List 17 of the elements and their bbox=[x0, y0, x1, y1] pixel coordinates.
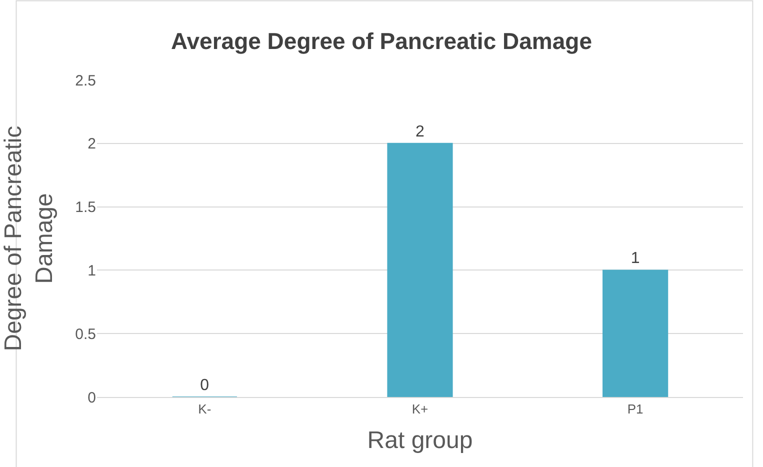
y-tick-label: 2.5 bbox=[75, 72, 96, 90]
y-axis-title: Degree of Pancreatic Damage bbox=[0, 126, 58, 352]
y-tick-label: 1 bbox=[88, 262, 96, 280]
data-label: 1 bbox=[630, 250, 640, 268]
x-axis-title: Rat group bbox=[367, 426, 473, 454]
data-label: 2 bbox=[416, 123, 424, 140]
data-label: 0 bbox=[200, 377, 210, 394]
chart-title: Average Degree of Pancreatic Damage bbox=[170, 28, 592, 54]
y-tick-label: 0.5 bbox=[75, 326, 96, 343]
x-tick-label: P1 bbox=[627, 402, 644, 417]
x-tick-label: K+ bbox=[412, 402, 428, 417]
x-tick-label: K- bbox=[198, 402, 212, 417]
y-tick-label: 1.5 bbox=[75, 199, 96, 216]
y-tick-label: 0 bbox=[88, 389, 96, 406]
bar bbox=[602, 270, 668, 397]
bar bbox=[387, 142, 453, 397]
y-tick-label: 2 bbox=[88, 136, 96, 153]
